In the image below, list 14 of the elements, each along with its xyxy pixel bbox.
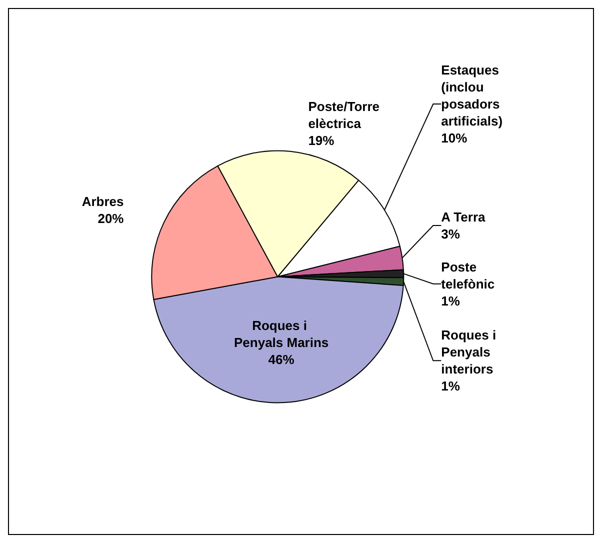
data-label: 19%	[308, 133, 335, 148]
slice-label: Arbres	[82, 194, 124, 210]
slice-label: Roques i Penyals Marins	[234, 318, 329, 350]
slice-label: Estaques (inclou posadors artificials)	[441, 62, 504, 128]
data-label: 46%	[268, 352, 295, 368]
data-label: 1%	[441, 293, 460, 308]
slice-label: A Terra	[441, 210, 486, 224]
data-label: 1%	[441, 378, 460, 394]
slice-label: Poste telefònic	[441, 259, 495, 292]
data-label: 3%	[441, 226, 460, 242]
data-label: 10%	[441, 130, 468, 146]
slice-label: Roques i Penyals interiors	[441, 328, 500, 377]
slice-label: Poste/Torre elèctrica	[308, 99, 384, 132]
data-label: 20%	[98, 211, 124, 226]
